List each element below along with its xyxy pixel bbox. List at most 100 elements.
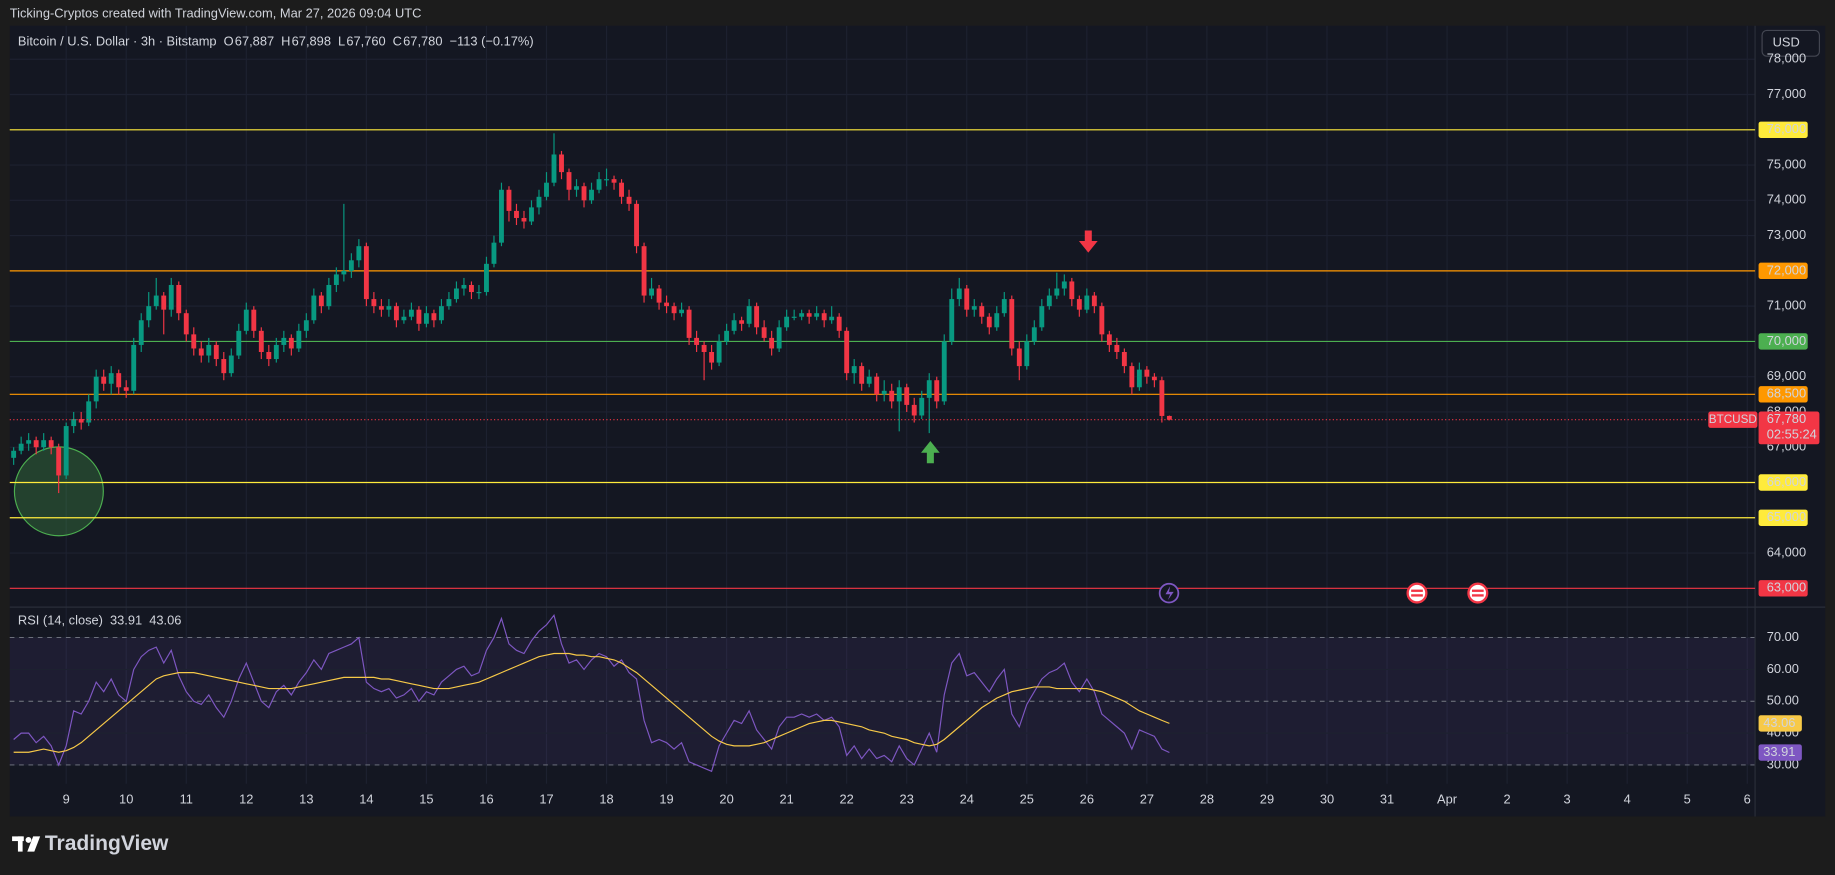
candle-body	[213, 344, 219, 360]
x-tick-label: 25	[1020, 792, 1034, 807]
candle-body	[101, 376, 107, 384]
candle-body	[326, 284, 332, 307]
rsi-line	[13, 652, 1170, 753]
candle-body	[866, 376, 872, 384]
last-price-label: 67,780	[1767, 411, 1806, 426]
candle-body	[776, 327, 782, 349]
candle-body	[589, 189, 594, 201]
candle-body	[176, 284, 182, 314]
candle-body	[1076, 299, 1082, 310]
candle-body	[296, 330, 302, 349]
level-label-box	[1758, 580, 1808, 597]
candle-body	[919, 397, 925, 416]
candle-body	[874, 376, 880, 395]
legend-text: O	[224, 34, 234, 49]
x-tick-label: 11	[180, 792, 193, 807]
candle-body	[784, 316, 790, 328]
candle-body	[499, 189, 504, 243]
candle-body	[393, 306, 399, 321]
candle-body	[484, 263, 489, 293]
candle-body	[1114, 344, 1120, 352]
legend-text: Bitcoin / U.S. Dollar · 3h · Bitstamp	[18, 34, 217, 49]
x-tick-label: 21	[779, 792, 793, 807]
currency-button[interactable]	[1761, 29, 1820, 57]
candle-body	[739, 320, 745, 324]
candle-body	[1151, 376, 1157, 381]
currency-button-label[interactable]: USD	[1773, 35, 1800, 50]
level-label: 76,000	[1767, 121, 1806, 136]
candle-body	[514, 210, 519, 218]
candle-body	[78, 419, 84, 423]
candle-body	[716, 341, 722, 363]
x-tick-label: 16	[479, 792, 493, 807]
candle-body	[529, 207, 534, 222]
rsi-tick-label: 50.00	[1767, 693, 1799, 708]
candle-body	[198, 348, 204, 356]
footer-logo-text: TradingView	[45, 832, 169, 855]
candle-body	[1061, 281, 1067, 289]
candle-body	[806, 313, 812, 317]
candle-body	[769, 337, 775, 349]
candle-body	[1091, 295, 1097, 307]
candle-body	[386, 306, 392, 310]
level-label: 65,000	[1767, 509, 1806, 524]
x-tick-label: 15	[419, 792, 433, 807]
candle-body	[656, 288, 662, 303]
candle-body	[318, 295, 324, 307]
legend-text: H	[281, 34, 290, 49]
candle-body	[626, 196, 632, 204]
candle-body	[746, 306, 752, 324]
candle-body	[694, 337, 700, 345]
level-label-box	[1758, 121, 1808, 138]
candle-body	[48, 440, 54, 448]
candle-body	[701, 344, 707, 352]
candle-body	[311, 295, 317, 321]
event-flag-icon	[1467, 582, 1489, 604]
candle-body	[18, 443, 24, 451]
legend-text: L	[338, 34, 345, 49]
rsi-line	[13, 614, 1170, 773]
candle-body	[641, 246, 647, 296]
candle-body	[71, 419, 77, 427]
candle-body	[408, 309, 414, 317]
candle-body	[941, 341, 947, 402]
x-tick-label: 9	[63, 792, 70, 807]
candle-body	[423, 313, 429, 324]
candle-body	[446, 299, 452, 307]
level-label: 68,500	[1767, 386, 1806, 401]
legend-text: 67,780	[403, 34, 442, 49]
event-icon-bolt	[1165, 586, 1174, 601]
candle-body	[949, 299, 955, 342]
candle-body	[536, 196, 542, 208]
legend-text: 67,887	[235, 34, 274, 49]
candle-body	[559, 154, 564, 173]
legend-text: −113 (−0.17%)	[450, 34, 534, 49]
x-tick-label: 12	[239, 792, 253, 807]
x-tick-label: Apr	[1437, 792, 1458, 807]
candle-body	[1069, 281, 1075, 300]
candle-body	[544, 182, 549, 197]
y-tick-label: 75,000	[1767, 156, 1806, 171]
candle-body	[791, 316, 797, 318]
candle-body	[266, 351, 272, 360]
level-label: 72,000	[1767, 262, 1806, 277]
level-label-box	[1758, 262, 1808, 280]
rsi-tick-label: 70.00	[1767, 629, 1799, 644]
candle-body	[476, 292, 482, 294]
candle-body	[469, 284, 474, 293]
candle-body	[911, 404, 917, 416]
candle-body	[1084, 295, 1090, 310]
x-tick-label: 26	[1080, 792, 1094, 807]
x-tick-label: 19	[659, 792, 673, 807]
candle-body	[1144, 369, 1150, 377]
x-tick-label: 30	[1320, 792, 1334, 807]
candle-body	[566, 172, 572, 190]
event-flag-stripe	[1471, 594, 1484, 597]
x-tick-label: 31	[1380, 792, 1394, 807]
candle-body	[371, 299, 377, 307]
x-tick-label: 3	[1564, 792, 1571, 807]
x-tick-label: 22	[840, 792, 854, 807]
candle-body	[1046, 295, 1052, 307]
y-tick-label: 78,000	[1767, 51, 1806, 66]
